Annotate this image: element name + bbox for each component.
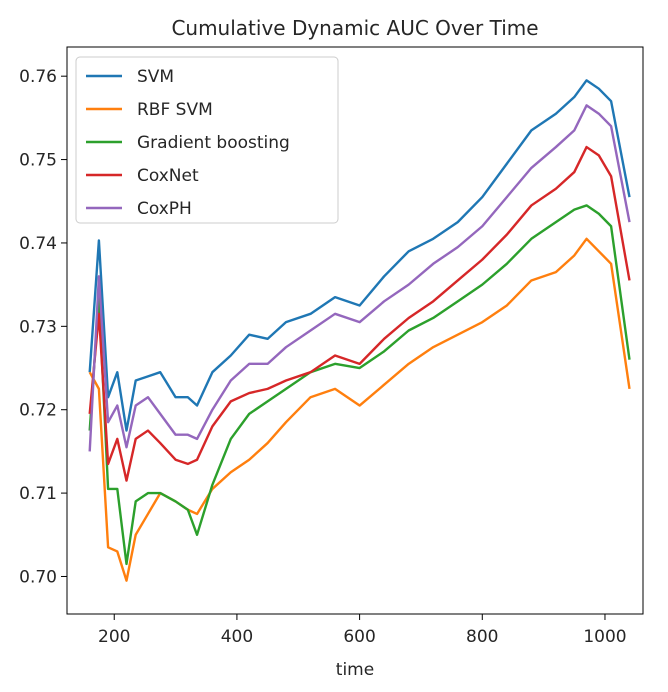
series-line-gradient-boosting [88, 204, 631, 566]
legend-label: RBF SVM [137, 100, 213, 120]
x-tick-label: 600 [343, 627, 375, 647]
legend-label: SVM [137, 67, 174, 87]
legend-label: CoxNet [137, 166, 199, 186]
legend-label: Gradient boosting [137, 133, 290, 153]
legend-label: CoxPH [137, 199, 192, 219]
plot-area [66, 46, 644, 615]
series-line-coxph [88, 104, 631, 452]
x-tick-label: 200 [98, 627, 130, 647]
chart-title: Cumulative Dynamic AUC Over Time [171, 16, 538, 40]
x-tick-label: 1000 [583, 627, 626, 647]
x-axis-label: time [336, 660, 374, 680]
x-tick-label: 400 [221, 627, 253, 647]
x-axis: 200 400 600 800 1000 [98, 614, 627, 647]
y-tick-label: 0.71 [19, 484, 57, 504]
x-tick-label: 800 [466, 627, 498, 647]
y-tick-label: 0.74 [19, 234, 57, 254]
y-tick-label: 0.75 [19, 151, 57, 171]
y-tick-label: 0.70 [19, 567, 57, 587]
legend: SVM RBF SVM Gradient boosting CoxNet CoxPH [75, 56, 339, 224]
plot-frame [66, 46, 644, 615]
series-line-rbf-svm [88, 237, 631, 582]
legend-box [75, 56, 339, 224]
series-line-coxnet [88, 145, 631, 482]
y-tick-label: 0.73 [19, 317, 57, 337]
series-line-svm [88, 79, 631, 432]
y-tick-label: 0.76 [19, 67, 57, 87]
y-tick-label: 0.72 [19, 401, 57, 421]
series-lines [88, 79, 631, 582]
y-axis: 0.70 0.71 0.72 0.73 0.74 0.75 0.76 [19, 67, 67, 587]
